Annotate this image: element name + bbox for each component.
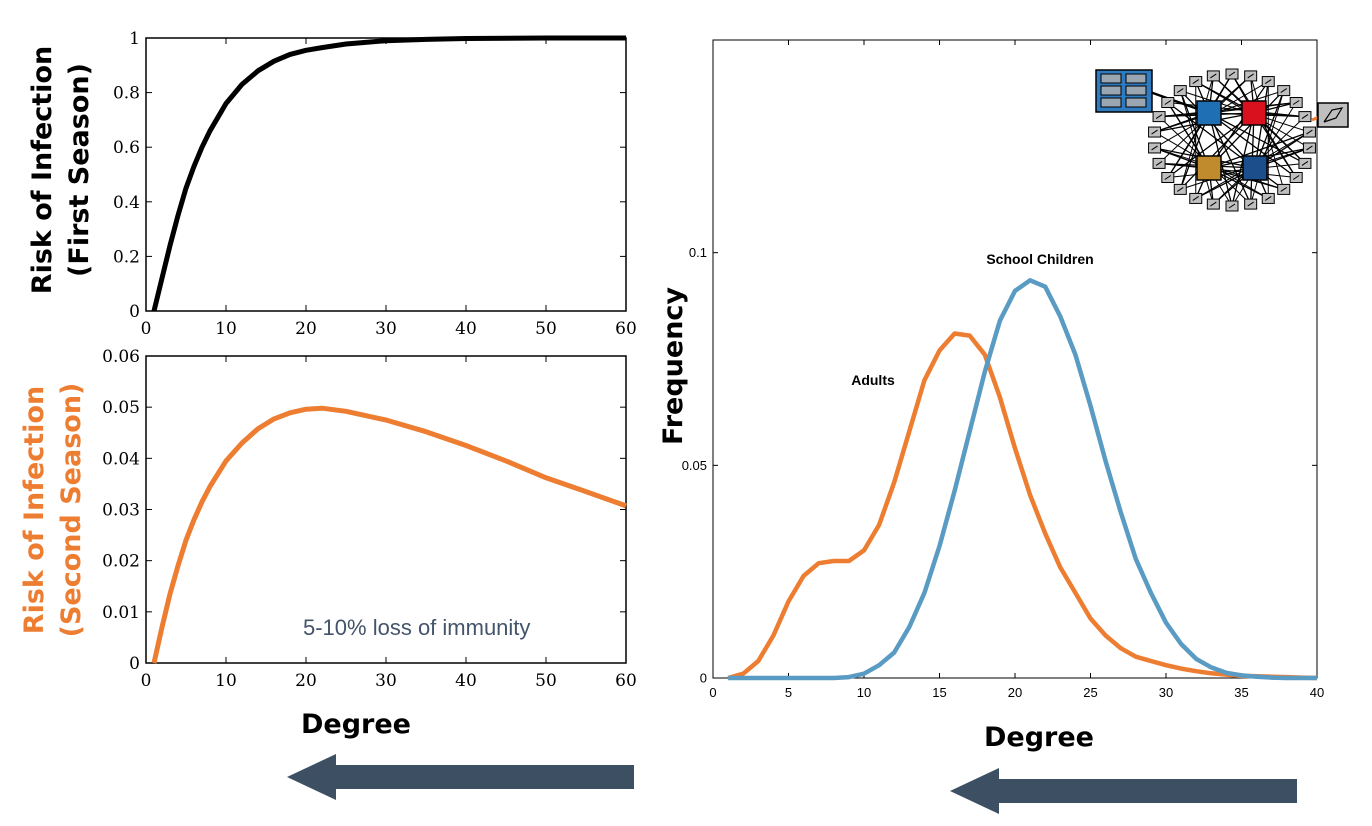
series-label-adults: Adults [851, 372, 895, 388]
chart-degree-distribution-ticks: 0 5 10 15 20 25 30 35 40 0 0.05 0.1 [682, 40, 1324, 700]
y-tick-label: 0.06 [102, 347, 140, 367]
chart-degree-distribution: 0 5 10 15 20 25 30 35 40 0 0.05 0.1 Adults School C… [658, 39, 1324, 753]
x-tick-label: 50 [535, 319, 557, 339]
y-tick-label: 0.6 [113, 138, 140, 158]
x-tick-label: 20 [295, 671, 317, 691]
x-axis-label-degree: Degree [984, 722, 1094, 753]
chart-first-season: 0 10 20 30 40 50 60 0 0.2 0.4 0.6 0.8 1 Risk of Infe… [27, 29, 637, 339]
chart-second-season: 0 10 20 30 40 50 60 0 0.01 0.02 0.03 0.04 0.05 0.06 R… [19, 347, 637, 740]
x-tick-label: 35 [1234, 685, 1248, 700]
series-label-school-children: School Children [986, 251, 1093, 267]
y-axis-label-line2-second-season: (Second Season) [56, 383, 87, 638]
y-tick-label: 0.4 [113, 193, 140, 213]
x-tick-label: 0 [141, 319, 152, 339]
y-tick-label: 0.04 [102, 449, 140, 469]
x-tick-label: 5 [785, 685, 792, 700]
x-tick-label: 15 [932, 685, 946, 700]
x-tick-label: 30 [375, 671, 397, 691]
x-tick-label: 10 [857, 685, 871, 700]
chart-first-season-ticks: 0 10 20 30 40 50 60 0 0.2 0.4 0.6 0.8 1 [113, 29, 637, 339]
x-tick-label: 10 [215, 671, 237, 691]
network-diagram-icon [1095, 68, 1349, 212]
y-tick-label: 0.01 [102, 603, 140, 623]
x-tick-label: 20 [295, 319, 317, 339]
x-tick-label: 60 [615, 671, 637, 691]
y-tick-label: 0 [129, 302, 140, 322]
y-tick-label: 0.1 [689, 245, 707, 260]
x-tick-label: 20 [1008, 685, 1022, 700]
left-arrow-icon-right [950, 768, 1297, 814]
y-axis-label-frequency: Frequency [658, 287, 689, 445]
x-tick-label: 30 [375, 319, 397, 339]
y-axis-label-line1-first-season: Risk of Infection [27, 46, 58, 294]
x-tick-label: 10 [215, 319, 237, 339]
series-line-adults [727, 331, 1318, 681]
series-line-school-children [728, 278, 1317, 681]
left-arrow-icon [287, 754, 634, 800]
x-axis-label-second-season: Degree [301, 709, 411, 740]
chart-second-season-ticks: 0 10 20 30 40 50 60 0 0.01 0.02 0.03 0.04 0.05 0.06 [102, 347, 637, 691]
y-tick-label: 0.05 [682, 458, 707, 473]
y-tick-label: 1 [129, 29, 140, 49]
x-tick-label: 40 [1310, 685, 1324, 700]
x-tick-label: 25 [1083, 685, 1097, 700]
x-tick-label: 50 [535, 671, 557, 691]
x-tick-label: 30 [1159, 685, 1173, 700]
chart-first-season-frame [145, 37, 627, 312]
x-tick-label: 0 [709, 685, 716, 700]
x-tick-label: 40 [455, 671, 477, 691]
chart-degree-distribution-frame [712, 39, 1318, 679]
x-tick-label: 0 [141, 671, 152, 691]
x-tick-label: 60 [615, 319, 637, 339]
y-axis-label-line2-first-season: (First Season) [64, 63, 95, 277]
y-tick-label: 0 [129, 654, 140, 674]
y-tick-label: 0.2 [113, 247, 140, 267]
y-tick-label: 0 [700, 671, 707, 686]
y-axis-label-line1-second-season: Risk of Infection [19, 386, 50, 634]
annotation-loss-of-immunity: 5-10% loss of immunity [303, 615, 530, 640]
x-tick-label: 40 [455, 319, 477, 339]
y-tick-label: 0.8 [113, 84, 140, 104]
y-tick-label: 0.05 [102, 398, 140, 418]
y-tick-label: 0.03 [102, 500, 140, 520]
series-line-second-season [151, 405, 627, 664]
y-tick-label: 0.02 [102, 552, 140, 572]
series-line-first-season [151, 35, 626, 312]
